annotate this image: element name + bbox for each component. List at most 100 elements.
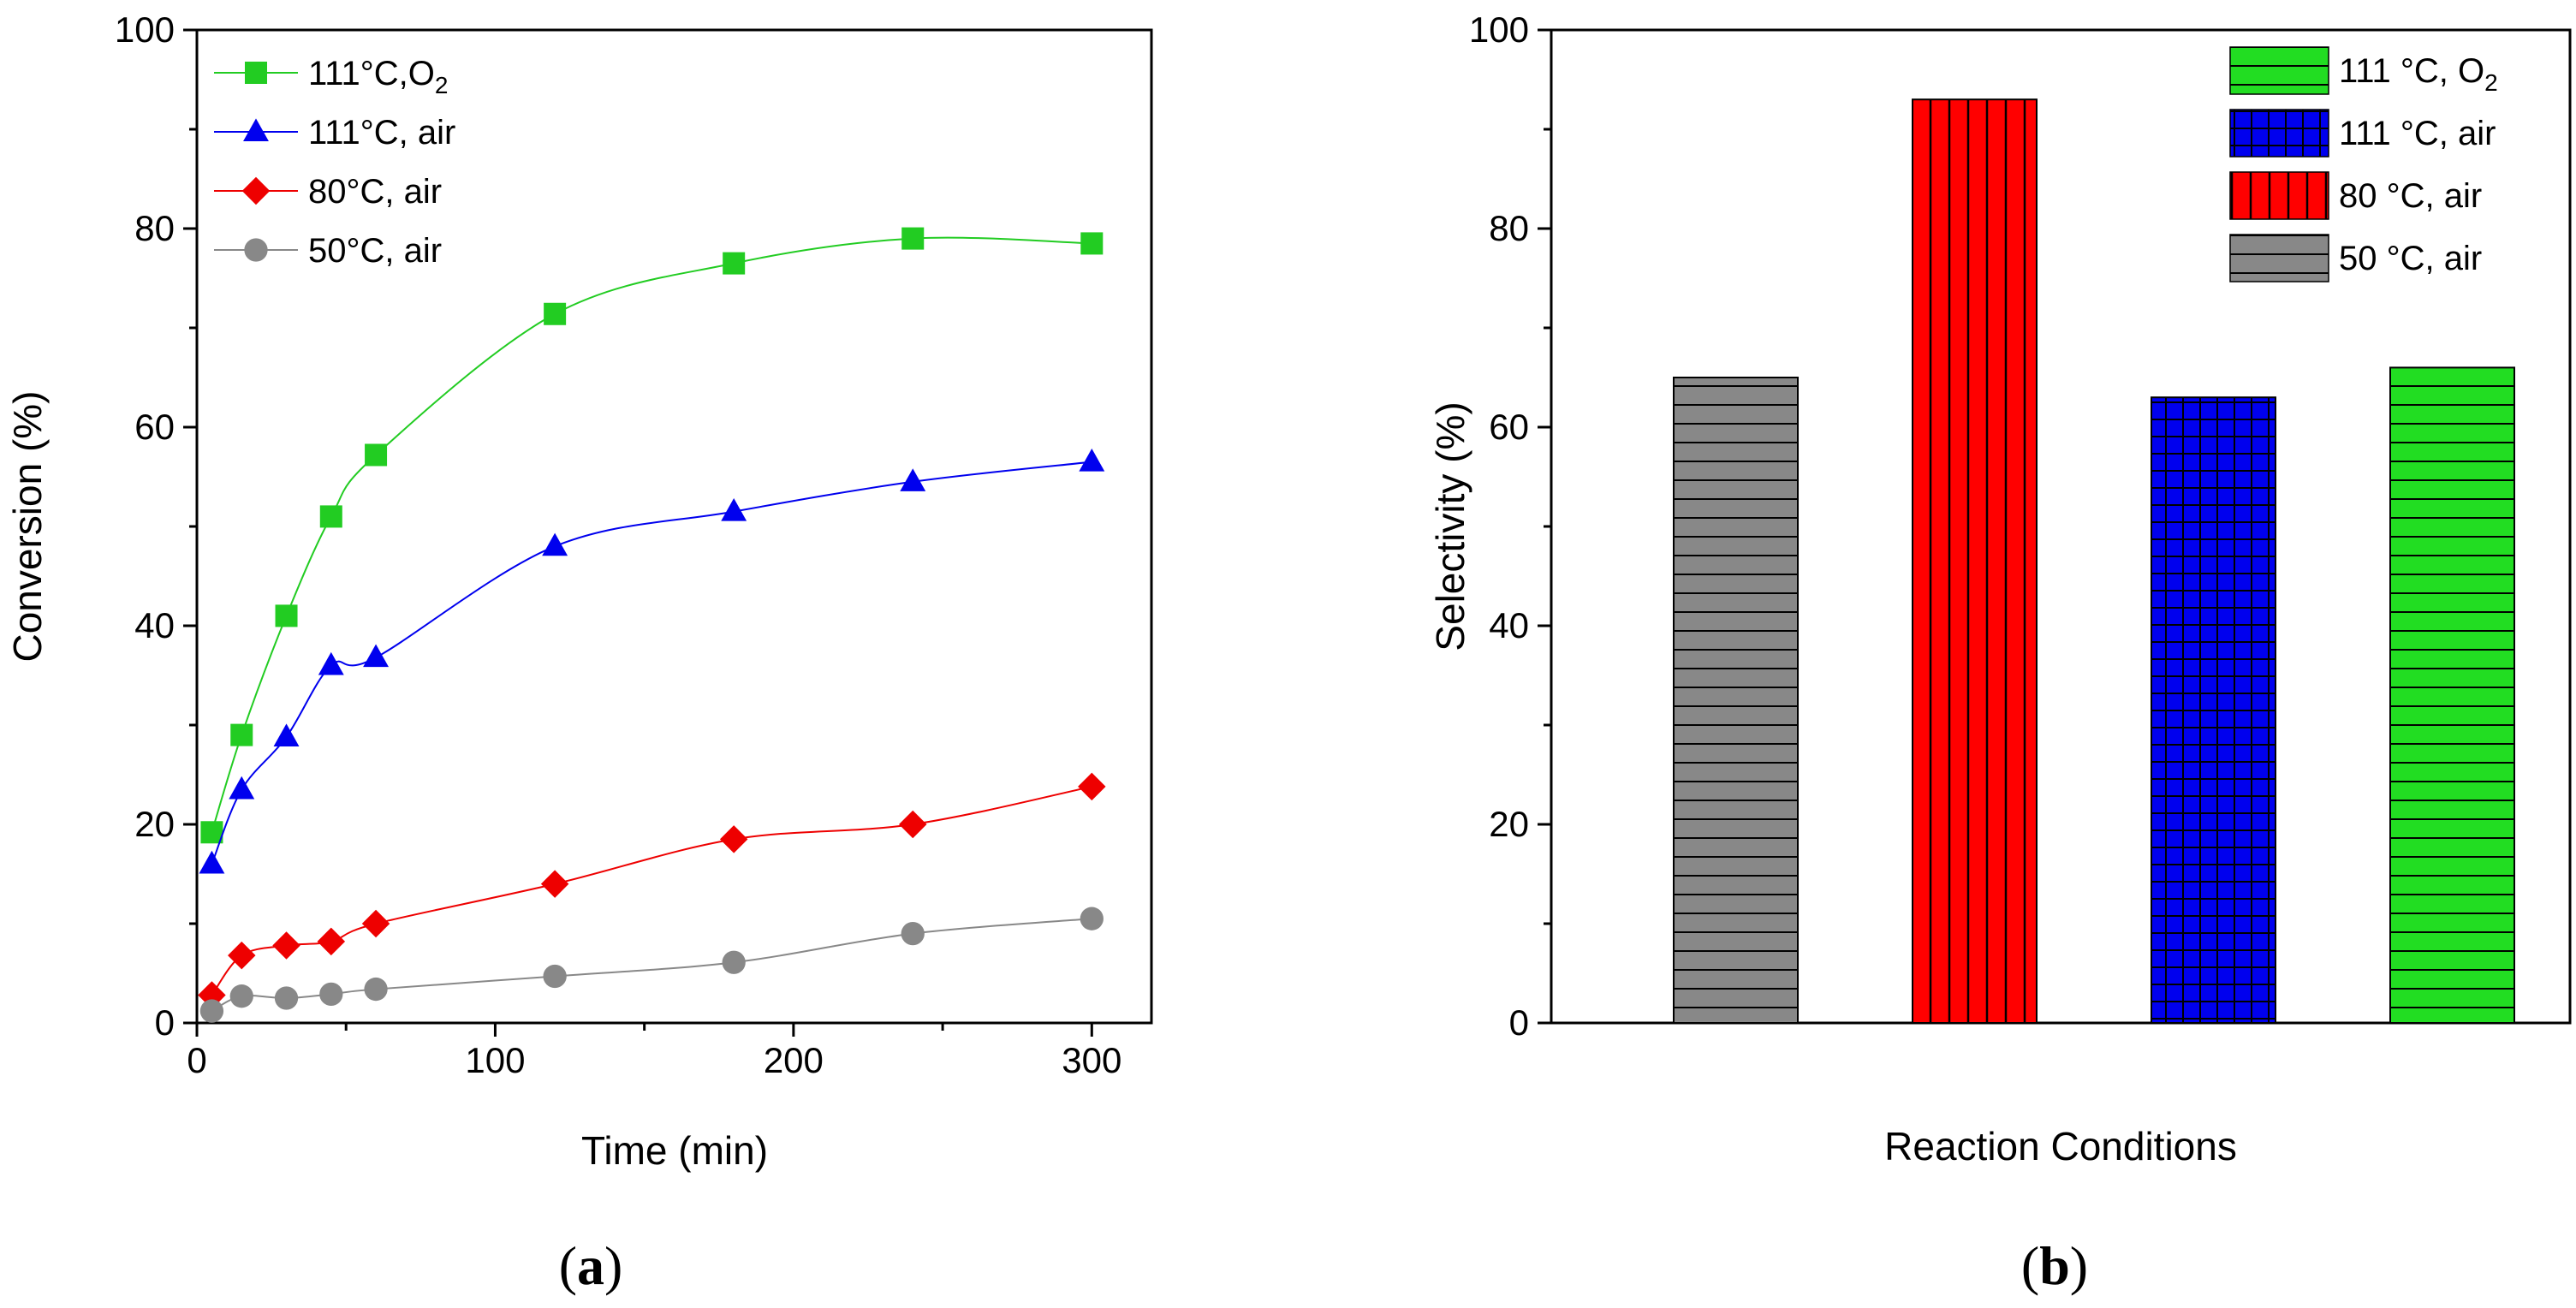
panel-a-series-line <box>211 236 1092 833</box>
panel-a-data-point <box>273 723 300 746</box>
panel-a-data-point <box>245 62 267 84</box>
panel-b-y-tick-label: 0 <box>1509 1002 1529 1043</box>
panel-a-data-point <box>1080 232 1104 255</box>
panel-b-legend-swatch-hatch <box>2229 171 2329 220</box>
panel-a-y-tick-label: 60 <box>134 407 175 447</box>
panel-a-data-point <box>241 176 271 205</box>
panel-b-bar-hatch <box>1912 98 2038 1025</box>
panel-a-data-point <box>317 927 346 956</box>
panel-b-bar <box>1912 98 2038 1025</box>
panel-a-data-point <box>275 604 298 627</box>
panel-b-y-tick-label: 60 <box>1489 407 1529 447</box>
panel-a-series-line <box>211 785 1092 996</box>
panel-a-y-tick-label: 20 <box>134 804 175 844</box>
panel-b-legend-item: 80 °C, air <box>2229 171 2482 220</box>
panel-b-legend-label: 111 °C, O2 <box>2339 52 2498 96</box>
panel-a-series <box>199 907 1104 1023</box>
panel-b-bar <box>1673 377 1799 1024</box>
panel-a-data-point <box>365 443 388 467</box>
panel-a-x-label: Time (min) <box>581 1128 768 1173</box>
panel-a-data-point <box>723 252 746 275</box>
panel-a-data-point <box>899 810 927 839</box>
panel-a-data-point <box>243 118 269 142</box>
panel-a-y-tick-label: 0 <box>155 1002 175 1043</box>
panel-a-data-point <box>272 931 300 960</box>
panel-a-data-point <box>1078 772 1106 801</box>
panel-a-data-point <box>319 505 342 528</box>
panel-a-data-point <box>719 825 748 853</box>
panel-a-data-point <box>199 999 224 1023</box>
panel-a-data-point <box>901 227 925 250</box>
panel-a-data-point <box>1079 449 1105 472</box>
panel-b-legend-label: 50 °C, air <box>2339 240 2482 277</box>
panel-b-legend-swatch-hatch <box>2229 109 2329 158</box>
panel-a-data-point <box>721 498 747 521</box>
panel-a-y-label: Conversion (%) <box>5 391 50 663</box>
panel-b-bar <box>2389 366 2515 1024</box>
panel-b-bar <box>2151 396 2276 1024</box>
panel-a-x-tick-label: 100 <box>465 1040 525 1080</box>
panel-b-legend-item: 111 °C, air <box>2229 109 2496 158</box>
panel-a-data-point <box>319 982 343 1007</box>
panel-a-series <box>200 227 1104 844</box>
panel-a-data-point <box>229 776 255 800</box>
panel-a-x-tick-label: 0 <box>187 1040 206 1080</box>
panel-a-data-point <box>1080 907 1104 930</box>
panel-a-data-point <box>543 964 567 989</box>
panel-a-legend-item: 111°C,O2 <box>214 55 449 98</box>
panel-b-legend-label: 111 °C, air <box>2339 115 2496 152</box>
panel-a-data-point <box>318 651 344 675</box>
panel-b-legend-item: 50 °C, air <box>2229 234 2482 282</box>
panel-a-data-point <box>230 723 253 746</box>
panel-a-legend-item: 111°C, air <box>214 114 455 152</box>
panel-b-y-label: Selectivity (%) <box>1428 401 1472 651</box>
panel-a-data-point <box>229 984 253 1008</box>
panel-a-data-point <box>244 238 268 262</box>
panel-a-y-tick-label: 100 <box>115 9 175 50</box>
panel-a-data-point <box>901 921 925 946</box>
panel-a-data-point <box>199 850 225 874</box>
panel-a-data-point <box>542 532 568 556</box>
panel-a-data-point <box>200 821 223 844</box>
panel-a-data-point <box>363 644 390 668</box>
panel-a-x-tick-label: 200 <box>764 1040 824 1080</box>
panel-b-legend-swatch-hatch <box>2229 234 2329 282</box>
panel-b-legend-swatch-hatch <box>2229 46 2329 95</box>
panel-a-series-line <box>211 461 1092 865</box>
panel-a-legend-label: 111°C,O2 <box>308 55 449 98</box>
panel-a-data-point <box>540 870 569 898</box>
panel-b-x-label: Reaction Conditions <box>1884 1124 2237 1168</box>
panel-a-data-point <box>900 468 926 491</box>
panel-a-data-point <box>544 302 567 325</box>
panel-a-legend-item: 50°C, air <box>214 232 442 270</box>
panel-b-caption: (b) <box>2021 1235 2088 1296</box>
panel-b-y-tick-label: 20 <box>1489 804 1529 844</box>
panel-b-y-tick-label: 40 <box>1489 605 1529 645</box>
panel-b-bar-hatch <box>2151 396 2276 1024</box>
panel-b-legend-label: 80 °C, air <box>2339 177 2482 215</box>
panel-a-data-point <box>364 977 388 1002</box>
panel-a-y-tick-label: 40 <box>134 605 175 645</box>
panel-b-bar-hatch <box>2389 366 2515 1024</box>
panel-a-series <box>199 449 1105 874</box>
panel-a-data-point <box>722 950 746 974</box>
panel-a-y-tick-label: 80 <box>134 208 175 248</box>
panel-a-data-point <box>228 941 256 970</box>
panel-b-y-tick-label: 100 <box>1469 9 1529 50</box>
panel-a-data-point <box>274 986 299 1010</box>
panel-a-legend-item: 80°C, air <box>214 173 442 211</box>
panel-a-caption: (a) <box>559 1235 623 1296</box>
panel-b-bar-chart: 0 20 40 60 80 100 111 °C, O2 111 °C, air 80 °C,… <box>1428 9 2572 1296</box>
panel-a-series <box>198 772 1106 1009</box>
panel-a-x-tick-label: 300 <box>1062 1040 1121 1080</box>
panel-b-bar-hatch <box>1673 377 1799 1024</box>
panel-a-legend-label: 80°C, air <box>308 173 442 211</box>
panel-b-legend-item: 111 °C, O2 <box>2229 46 2498 96</box>
panel-a-legend-label: 50°C, air <box>308 232 442 270</box>
panel-a-series-line <box>211 918 1092 1012</box>
panel-a-legend-label: 111°C, air <box>308 114 455 152</box>
panel-b-y-tick-label: 80 <box>1489 208 1529 248</box>
panel-a-data-point <box>361 909 390 938</box>
panel-a-line-chart: 0 20 40 60 80 100 0 100 200 300 111°C,O2 111°C, ai… <box>5 9 1153 1296</box>
